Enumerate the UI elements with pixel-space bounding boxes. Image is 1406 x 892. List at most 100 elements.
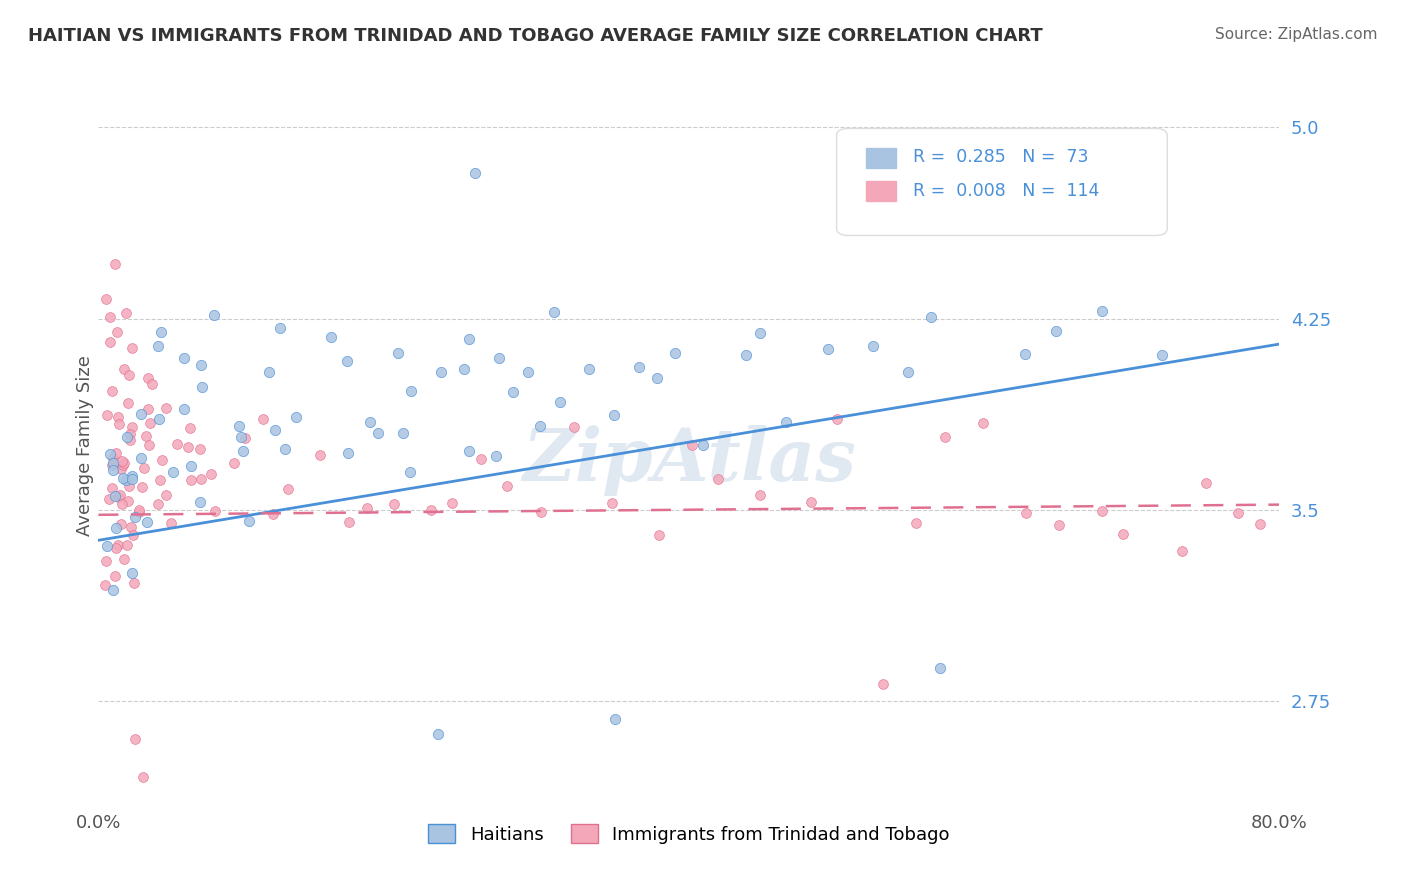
Point — [107, 417, 129, 432]
Point — [319, 330, 342, 344]
Point — [707, 472, 730, 486]
Point — [103, 583, 125, 598]
Point — [190, 472, 212, 486]
Point — [543, 304, 565, 318]
Point — [645, 371, 668, 385]
Point — [1249, 516, 1271, 531]
Point — [101, 462, 124, 476]
Point — [149, 473, 172, 487]
Point — [132, 770, 155, 784]
Point — [114, 306, 136, 320]
Point — [105, 446, 128, 460]
Point — [159, 516, 181, 531]
Point — [101, 481, 124, 495]
Point — [502, 384, 524, 399]
Point — [98, 334, 121, 349]
Point — [121, 566, 143, 580]
Point — [692, 438, 714, 452]
Point — [122, 528, 145, 542]
Point — [603, 408, 626, 422]
Point — [232, 443, 254, 458]
Point — [1386, 511, 1406, 525]
Point — [111, 497, 134, 511]
Point — [517, 365, 540, 379]
Point — [825, 412, 848, 426]
Point — [120, 519, 142, 533]
Point — [1045, 324, 1067, 338]
Point — [277, 482, 299, 496]
Point — [98, 491, 121, 506]
Point — [929, 661, 952, 675]
Point — [150, 453, 173, 467]
Point — [228, 418, 250, 433]
Point — [337, 515, 360, 529]
Point — [748, 326, 770, 340]
Point — [96, 292, 118, 306]
Point — [104, 489, 127, 503]
Point — [336, 445, 359, 459]
Point — [94, 578, 117, 592]
Point — [897, 365, 920, 379]
Point — [129, 407, 152, 421]
Point — [399, 465, 422, 479]
Point — [229, 430, 252, 444]
Point — [138, 438, 160, 452]
Point — [141, 376, 163, 391]
Point — [112, 456, 135, 470]
Point — [202, 309, 225, 323]
Point — [392, 425, 415, 440]
Point — [188, 495, 211, 509]
Point — [104, 257, 127, 271]
Point — [103, 456, 125, 470]
Point — [749, 488, 772, 502]
Point — [129, 450, 152, 465]
Point — [399, 384, 422, 398]
FancyBboxPatch shape — [837, 128, 1167, 235]
Point — [124, 732, 146, 747]
Point — [121, 341, 143, 355]
Point — [107, 409, 129, 424]
Point — [488, 351, 510, 366]
Point — [112, 458, 135, 472]
Text: ZipAtlas: ZipAtlas — [522, 425, 856, 496]
Point — [359, 415, 381, 429]
Point — [117, 538, 139, 552]
Point — [681, 438, 703, 452]
Point — [627, 360, 650, 375]
Point — [530, 505, 553, 519]
Point — [269, 320, 291, 334]
Point — [920, 310, 942, 324]
Point — [128, 505, 150, 519]
Point — [578, 362, 600, 376]
Point — [107, 490, 129, 504]
Point — [155, 401, 177, 415]
Point — [180, 473, 202, 487]
Point — [180, 458, 202, 473]
Point — [124, 510, 146, 524]
Point — [101, 384, 124, 399]
Point — [114, 474, 136, 488]
Point — [136, 402, 159, 417]
Point — [285, 410, 308, 425]
Point — [103, 451, 125, 466]
Point — [149, 325, 172, 339]
Point — [117, 396, 139, 410]
Point — [162, 466, 184, 480]
Point — [458, 332, 481, 346]
Legend: Haitians, Immigrants from Trinidad and Tobago: Haitians, Immigrants from Trinidad and T… — [420, 817, 957, 851]
Point — [105, 325, 128, 339]
Point — [121, 468, 143, 483]
Point — [146, 497, 169, 511]
Point — [1015, 506, 1038, 520]
Point — [972, 417, 994, 431]
Point — [648, 528, 671, 542]
Point — [734, 348, 756, 362]
Point — [190, 358, 212, 372]
Point — [155, 488, 177, 502]
Point — [664, 346, 686, 360]
Point — [120, 426, 142, 441]
Text: R =  0.008   N =  114: R = 0.008 N = 114 — [914, 182, 1099, 200]
Point — [817, 342, 839, 356]
Point — [135, 515, 157, 529]
Point — [1303, 466, 1326, 480]
